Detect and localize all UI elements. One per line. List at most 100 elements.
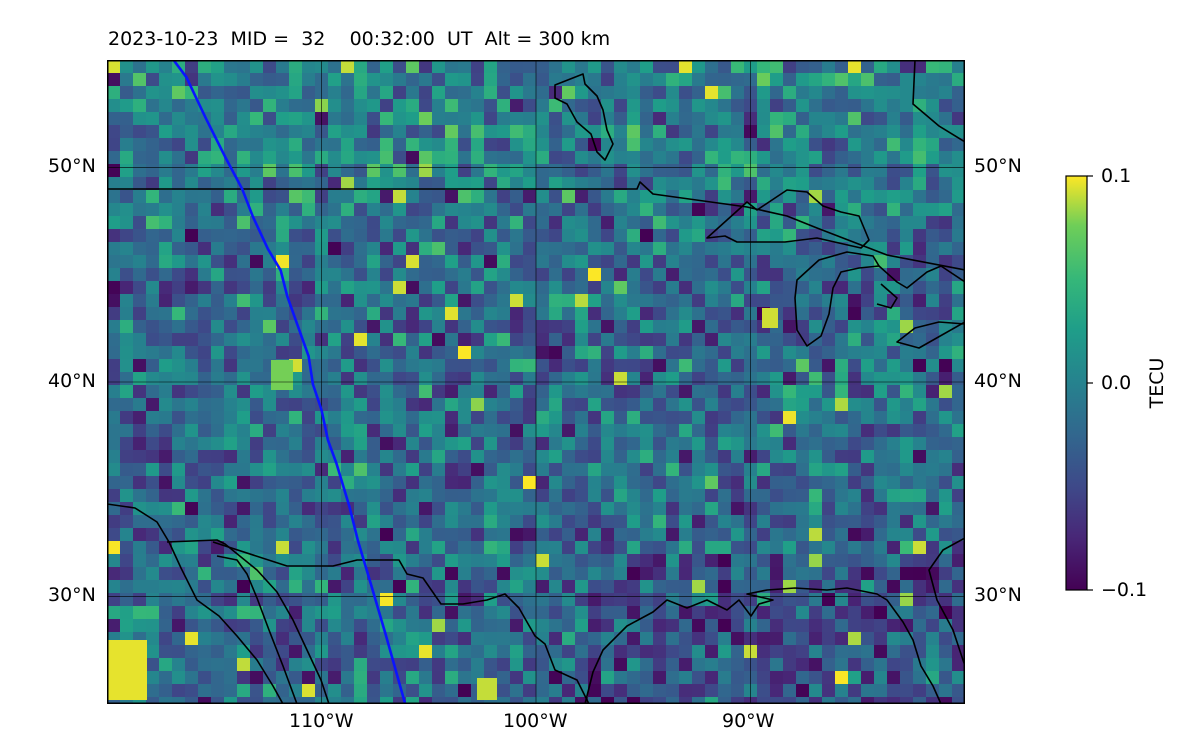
tec-cell [601, 359, 615, 373]
tec-cell [471, 541, 485, 555]
tec-cell [692, 307, 706, 321]
tec-cell [250, 359, 264, 373]
tec-cell [120, 294, 134, 308]
tec-cell [211, 645, 225, 659]
tec-cell [575, 307, 589, 321]
tec-cell [107, 593, 121, 607]
tec-cell [627, 151, 641, 165]
tec-cell [653, 216, 667, 230]
tec-cell [484, 112, 498, 126]
tec-cell [887, 164, 901, 178]
tec-cell [666, 60, 680, 74]
tec-cell [133, 255, 147, 269]
tec-cell [458, 164, 472, 178]
tec-cell [640, 515, 654, 529]
tec-cell [705, 632, 719, 646]
tec-cell [497, 463, 511, 477]
tec-cell [419, 697, 433, 704]
tec-cell [796, 437, 810, 451]
tec-cell [666, 372, 680, 386]
map-panel[interactable] [107, 60, 965, 704]
tec-cell [861, 606, 875, 620]
tec-cell [133, 333, 147, 347]
tec-cell [835, 502, 849, 516]
tec-cell [185, 554, 199, 568]
tec-cell [770, 151, 784, 165]
tec-cell [757, 476, 771, 490]
tec-cell [835, 125, 849, 139]
tec-cell [172, 671, 186, 685]
tec-cell [146, 333, 160, 347]
tec-cell [627, 463, 641, 477]
tec-cell [757, 554, 771, 568]
tec-cell [302, 307, 316, 321]
tec-cell [159, 255, 173, 269]
tec-cell [809, 151, 823, 165]
tec-cell [341, 320, 355, 334]
tec-cell [952, 86, 965, 100]
tec-cell [419, 281, 433, 295]
tec-cell [627, 476, 641, 490]
tec-cell [705, 359, 719, 373]
tec-cell [107, 268, 121, 282]
tec-cell [380, 125, 394, 139]
tec-cell [523, 294, 537, 308]
tec-cell [172, 619, 186, 633]
tec-cell [640, 216, 654, 230]
tec-cell [107, 489, 121, 503]
tec-cell [601, 515, 615, 529]
tec-cell [757, 242, 771, 256]
tec-cell [588, 190, 602, 204]
tec-cell [354, 255, 368, 269]
tec-cell [419, 242, 433, 256]
tec-cell [432, 229, 446, 243]
tec-cell [627, 229, 641, 243]
tec-cell [263, 541, 277, 555]
tec-cell [731, 515, 745, 529]
tec-cell [653, 203, 667, 217]
tec-cell [497, 320, 511, 334]
tec-cell [731, 346, 745, 360]
tec-cell [705, 541, 719, 555]
tec-cell [263, 151, 277, 165]
tec-cell [627, 554, 641, 568]
tec-cell [120, 138, 134, 152]
tec-cell [250, 60, 264, 74]
tec-cell [796, 359, 810, 373]
tec-cell [913, 164, 927, 178]
tec-cell [458, 632, 472, 646]
tec-cell [185, 632, 199, 646]
tec-cell [107, 216, 121, 230]
tec-cell [198, 411, 212, 425]
colorbar-title: TECU [1146, 357, 1168, 409]
tec-cell [484, 697, 498, 704]
tec-cell [380, 229, 394, 243]
tec-cell [120, 307, 134, 321]
tec-cell [601, 307, 615, 321]
tec-cell [887, 697, 901, 704]
tec-cell [770, 567, 784, 581]
tec-cell [666, 216, 680, 230]
tec-cell [653, 684, 667, 698]
tec-cell [341, 450, 355, 464]
tec-cell [523, 437, 537, 451]
tec-cell [653, 281, 667, 295]
tec-cell [887, 385, 901, 399]
tec-cell [497, 333, 511, 347]
tec-cell [211, 632, 225, 646]
tec-cell [224, 99, 238, 113]
tec-cell [666, 229, 680, 243]
tec-cell [796, 255, 810, 269]
tec-cell [133, 203, 147, 217]
tec-cell [848, 671, 862, 685]
tec-cell [731, 229, 745, 243]
tec-cell [705, 73, 719, 87]
tec-cell [419, 112, 433, 126]
tec-cell [601, 255, 615, 269]
tec-cell [354, 99, 368, 113]
tec-cell [926, 346, 940, 360]
tec-cell [640, 86, 654, 100]
tec-cell [159, 99, 173, 113]
tec-cell [133, 385, 147, 399]
tec-cell [926, 476, 940, 490]
